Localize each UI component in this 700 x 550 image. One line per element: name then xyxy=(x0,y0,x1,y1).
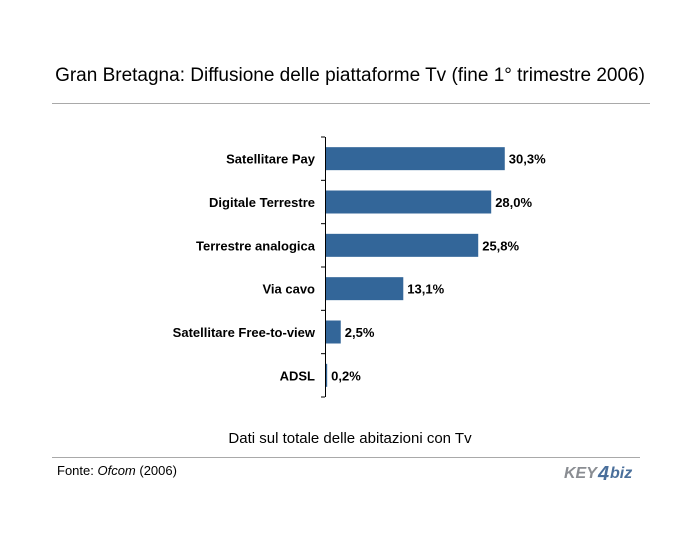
source-prefix: Fonte: xyxy=(57,463,98,478)
value-label: 0,2% xyxy=(331,368,361,383)
key4biz-logo: KEY 4 biz xyxy=(564,463,632,484)
source-year: (2006) xyxy=(135,463,177,478)
value-label: 30,3% xyxy=(509,152,546,167)
value-label: 28,0% xyxy=(495,195,532,210)
bar xyxy=(326,363,328,387)
bar xyxy=(326,190,492,214)
bar xyxy=(326,320,341,344)
value-labels: 30,3% 28,0% 25,8% 13,1% 2,5% 0,2% xyxy=(331,152,546,384)
category-label: Terrestre analogica xyxy=(196,238,316,253)
chart-caption: Dati sul totale delle abitazioni con Tv xyxy=(228,430,472,447)
bar-chart: Satellitare Pay Digitale Terrestre Terrest… xyxy=(173,136,546,398)
category-label: Via cavo xyxy=(262,282,315,297)
logo-text-digit: 4 xyxy=(597,463,609,484)
category-label: Digitale Terrestre xyxy=(209,195,315,210)
chart-title: Gran Bretagna: Diffusione delle piattafo… xyxy=(55,65,645,86)
category-label: ADSL xyxy=(280,368,315,383)
value-label: 13,1% xyxy=(407,282,444,297)
logo-text-biz: biz xyxy=(610,465,632,482)
footer-divider xyxy=(52,457,640,458)
bar xyxy=(326,147,505,171)
source-name: Ofcom xyxy=(97,463,136,478)
category-label: Satellitare Free-to-view xyxy=(173,325,316,340)
logo-text-key: KEY xyxy=(564,465,598,482)
bar xyxy=(326,277,404,301)
category-label: Satellitare Pay xyxy=(226,152,316,167)
value-label: 2,5% xyxy=(345,325,375,340)
source-note: Fonte: Ofcom (2006) xyxy=(57,463,177,479)
axis-ticks xyxy=(321,136,325,398)
title-divider xyxy=(52,103,650,104)
category-labels: Satellitare Pay Digitale Terrestre Terrest… xyxy=(173,152,316,384)
value-label: 25,8% xyxy=(482,238,519,253)
bar xyxy=(326,233,479,257)
bars-group xyxy=(326,147,505,387)
